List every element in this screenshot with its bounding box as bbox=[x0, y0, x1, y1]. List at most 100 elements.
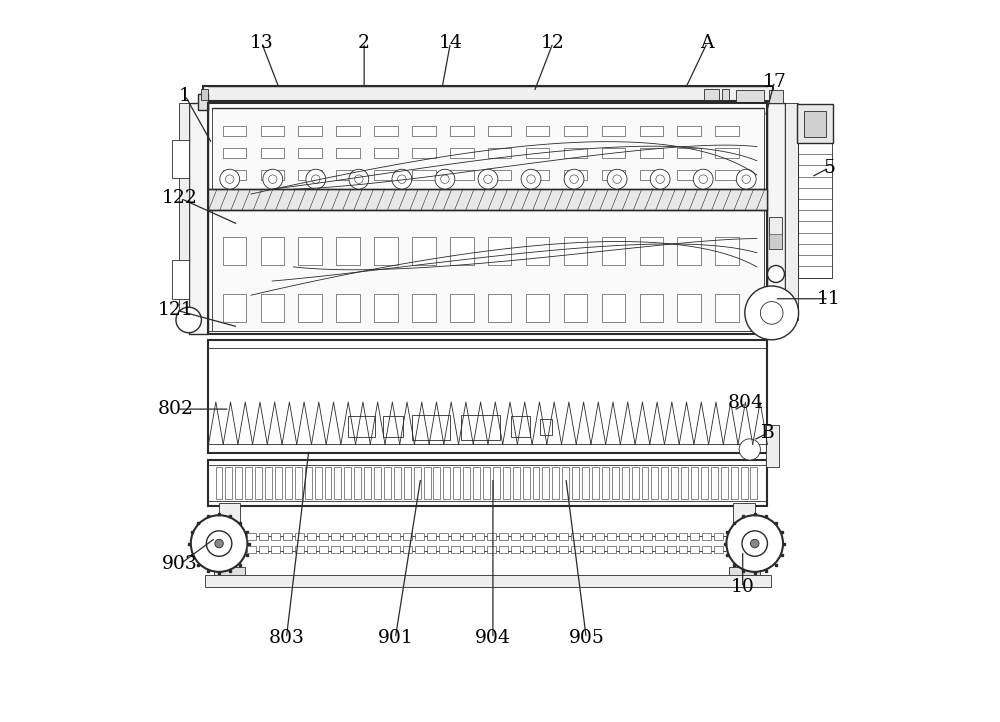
Bar bbox=[602, 170, 625, 180]
Bar bbox=[552, 467, 559, 499]
Bar bbox=[391, 533, 400, 540]
Circle shape bbox=[478, 169, 498, 189]
Bar bbox=[564, 170, 587, 180]
Circle shape bbox=[312, 175, 320, 183]
Bar bbox=[404, 467, 411, 499]
Bar bbox=[336, 126, 360, 136]
Circle shape bbox=[484, 175, 492, 183]
Bar bbox=[677, 237, 701, 266]
Bar bbox=[785, 103, 798, 320]
Bar bbox=[651, 467, 658, 499]
Bar bbox=[583, 533, 592, 540]
Bar bbox=[722, 89, 729, 100]
Bar bbox=[414, 467, 421, 499]
Bar bbox=[261, 148, 284, 157]
Bar bbox=[473, 467, 480, 499]
Bar bbox=[475, 547, 484, 554]
Text: 802: 802 bbox=[158, 400, 194, 418]
Bar bbox=[259, 533, 268, 540]
Bar bbox=[571, 533, 580, 540]
Bar bbox=[715, 294, 739, 322]
Bar bbox=[307, 533, 316, 540]
Bar bbox=[283, 533, 292, 540]
Bar bbox=[203, 86, 773, 101]
Bar bbox=[451, 547, 460, 554]
Bar bbox=[374, 170, 398, 180]
Bar bbox=[261, 237, 284, 266]
Bar bbox=[219, 503, 240, 570]
Bar bbox=[564, 148, 587, 157]
Bar bbox=[298, 126, 322, 136]
Bar bbox=[336, 294, 360, 322]
Bar bbox=[677, 126, 701, 136]
Bar bbox=[245, 467, 252, 499]
Bar bbox=[247, 533, 256, 540]
Bar bbox=[367, 547, 376, 554]
Bar bbox=[582, 467, 589, 499]
Bar bbox=[564, 126, 587, 136]
Bar bbox=[208, 189, 767, 210]
Bar bbox=[715, 148, 739, 157]
Bar bbox=[355, 533, 364, 540]
Bar bbox=[298, 294, 322, 322]
Bar bbox=[259, 547, 268, 554]
Bar bbox=[295, 467, 302, 499]
Bar bbox=[433, 467, 440, 499]
Bar bbox=[526, 170, 549, 180]
Bar bbox=[691, 467, 698, 499]
Bar bbox=[172, 139, 189, 178]
Bar bbox=[354, 467, 361, 499]
Bar bbox=[767, 103, 785, 334]
Bar bbox=[619, 547, 628, 554]
Bar bbox=[412, 237, 436, 266]
Circle shape bbox=[742, 531, 767, 556]
Bar bbox=[208, 460, 767, 506]
Bar bbox=[223, 126, 246, 136]
Circle shape bbox=[191, 516, 247, 572]
Bar bbox=[198, 95, 208, 110]
Bar bbox=[511, 416, 530, 438]
Bar bbox=[319, 533, 328, 540]
Circle shape bbox=[220, 169, 240, 189]
Circle shape bbox=[176, 308, 201, 333]
Bar bbox=[643, 533, 652, 540]
Bar bbox=[711, 467, 718, 499]
Bar bbox=[681, 467, 688, 499]
Bar bbox=[503, 467, 510, 499]
Text: 14: 14 bbox=[439, 34, 462, 51]
Bar bbox=[677, 170, 701, 180]
Bar bbox=[475, 533, 484, 540]
Bar bbox=[379, 547, 388, 554]
Bar bbox=[179, 103, 189, 320]
Bar bbox=[493, 467, 500, 499]
Bar bbox=[412, 170, 436, 180]
Bar bbox=[331, 547, 340, 554]
Bar bbox=[499, 533, 508, 540]
Bar bbox=[612, 467, 619, 499]
Bar bbox=[671, 467, 678, 499]
Bar bbox=[640, 148, 663, 157]
Bar bbox=[559, 547, 568, 554]
Bar bbox=[702, 533, 711, 540]
Bar bbox=[364, 467, 371, 499]
Bar bbox=[642, 467, 648, 499]
Bar bbox=[487, 547, 496, 554]
Text: 1: 1 bbox=[179, 87, 191, 105]
Bar bbox=[619, 533, 628, 540]
Bar bbox=[355, 547, 364, 554]
Circle shape bbox=[263, 169, 283, 189]
Bar bbox=[412, 148, 436, 157]
Circle shape bbox=[693, 169, 713, 189]
Bar bbox=[499, 547, 508, 554]
Circle shape bbox=[521, 169, 541, 189]
Bar bbox=[571, 547, 580, 554]
Bar bbox=[261, 170, 284, 180]
Bar bbox=[526, 148, 549, 157]
Bar bbox=[714, 533, 723, 540]
Bar bbox=[741, 467, 748, 499]
Bar bbox=[343, 533, 352, 540]
Bar bbox=[679, 533, 687, 540]
Bar bbox=[367, 533, 376, 540]
Bar bbox=[298, 170, 322, 180]
Circle shape bbox=[206, 531, 232, 556]
